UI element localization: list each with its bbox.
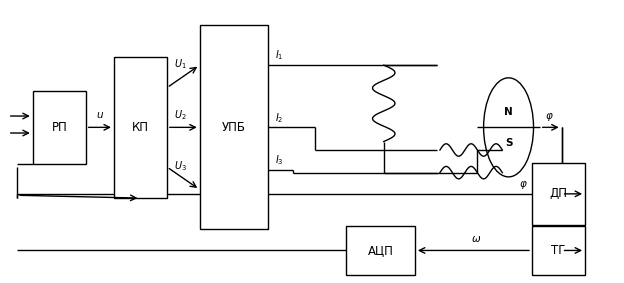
FancyBboxPatch shape bbox=[114, 57, 167, 198]
Text: $\varphi$: $\varphi$ bbox=[519, 179, 528, 191]
Text: ДП: ДП bbox=[550, 187, 567, 200]
FancyBboxPatch shape bbox=[532, 226, 585, 275]
Text: $\varphi$: $\varphi$ bbox=[545, 111, 553, 123]
Text: $u$: $u$ bbox=[96, 110, 104, 120]
Text: УПБ: УПБ bbox=[222, 121, 246, 134]
Text: АЦП: АЦП bbox=[368, 244, 394, 257]
Text: ТГ: ТГ bbox=[551, 244, 566, 257]
Text: КП: КП bbox=[132, 121, 149, 134]
Text: $U_2$: $U_2$ bbox=[174, 108, 187, 122]
Text: $U_1$: $U_1$ bbox=[174, 57, 187, 71]
Text: $\omega$: $\omega$ bbox=[472, 234, 482, 244]
FancyBboxPatch shape bbox=[200, 25, 268, 229]
Text: РП: РП bbox=[51, 121, 67, 134]
FancyBboxPatch shape bbox=[346, 226, 415, 275]
FancyBboxPatch shape bbox=[32, 91, 86, 164]
FancyBboxPatch shape bbox=[532, 163, 585, 225]
Text: $I_1$: $I_1$ bbox=[275, 48, 283, 62]
Text: S: S bbox=[505, 138, 512, 148]
Text: N: N bbox=[504, 107, 513, 117]
Text: $U_3$: $U_3$ bbox=[173, 159, 187, 173]
Text: $I_2$: $I_2$ bbox=[275, 111, 283, 125]
Text: $I_3$: $I_3$ bbox=[275, 154, 283, 167]
